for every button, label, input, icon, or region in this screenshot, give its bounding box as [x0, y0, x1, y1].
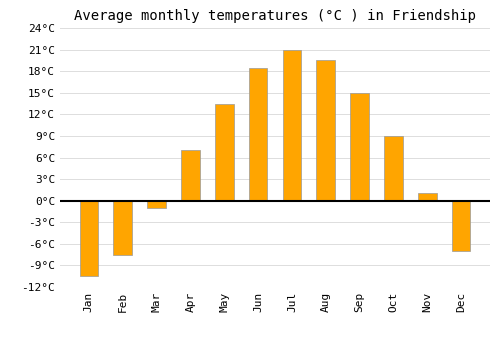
Bar [80, 201, 98, 276]
Bar [282, 50, 301, 201]
Bar [350, 93, 369, 201]
Bar [147, 201, 166, 208]
Bar [215, 104, 234, 201]
Bar [181, 150, 200, 201]
Bar [114, 201, 132, 255]
Bar [384, 136, 403, 201]
Bar [249, 68, 268, 201]
Bar [452, 201, 470, 251]
Bar [316, 60, 335, 201]
Bar [418, 194, 436, 201]
Title: Average monthly temperatures (°C ) in Friendship: Average monthly temperatures (°C ) in Fr… [74, 9, 476, 23]
